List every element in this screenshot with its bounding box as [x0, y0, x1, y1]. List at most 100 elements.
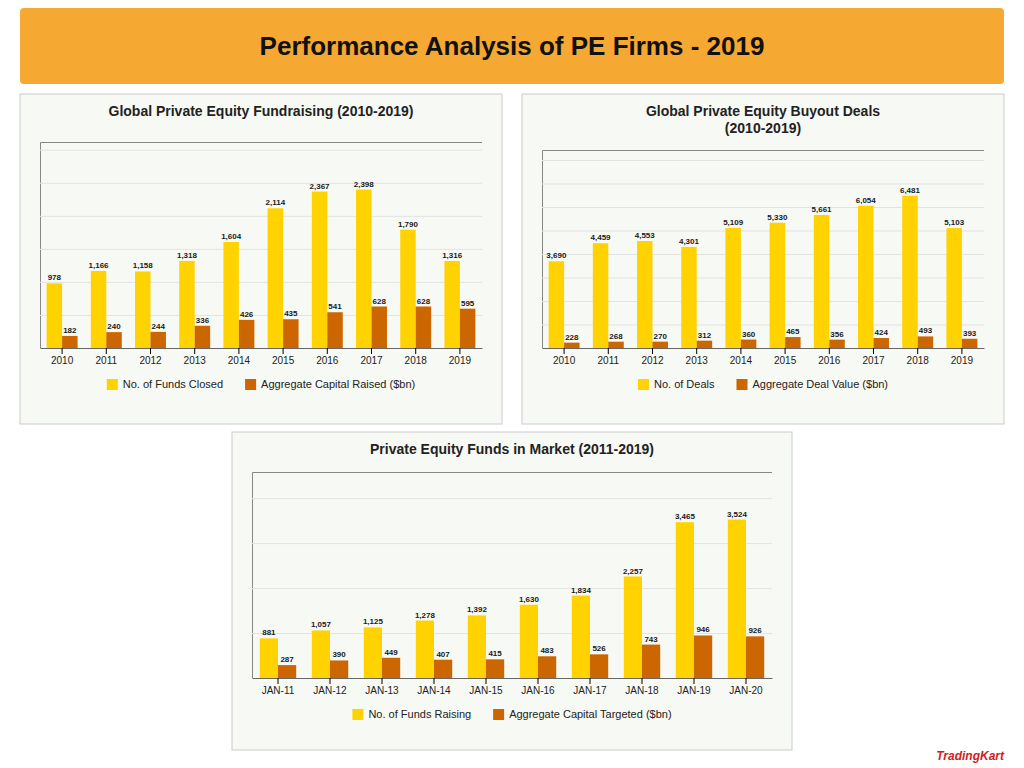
y-axis: [252, 473, 772, 679]
x-tick-mark: [740, 348, 741, 354]
x-tick-mark: [590, 678, 591, 684]
bar: [725, 228, 740, 348]
bar: [770, 223, 785, 348]
x-tick-label: JAN-16: [521, 685, 555, 696]
y-axis-line: [41, 143, 483, 349]
bar: [135, 271, 150, 348]
data-label: 1,834: [571, 586, 592, 595]
bar: [460, 309, 475, 348]
bar: [356, 190, 371, 348]
data-label: 3,524: [727, 510, 748, 519]
x-tick-label: 2014: [730, 355, 753, 366]
data-label: 1,125: [363, 617, 384, 626]
x-tick-label: 2017: [862, 355, 885, 366]
data-label: 1,604: [221, 232, 242, 241]
bar: [642, 645, 660, 678]
chart-page: Performance Analysis of PE Firms - 2019G…: [0, 0, 1024, 768]
data-label: 1,630: [519, 595, 540, 604]
x-tick-mark: [694, 678, 695, 684]
x-tick: JAN-12: [313, 678, 347, 696]
x-tick-label: 2010: [553, 355, 576, 366]
y-axis: [40, 143, 482, 349]
legend: No. of DealsAggregate Deal Value ($bn): [638, 378, 888, 390]
grid-line: [542, 160, 984, 161]
data-label: 628: [417, 297, 431, 306]
x-tick-label: 2016: [316, 355, 339, 366]
x-tick-mark: [785, 348, 786, 354]
chart-title-line: Global Private Equity Fundraising (2010-…: [109, 103, 414, 119]
x-tick-mark: [283, 348, 284, 354]
x-tick: 2013: [686, 348, 709, 366]
legend-label: No. of Funds Closed: [123, 378, 223, 390]
x-tick-mark: [917, 348, 918, 354]
bar: [416, 621, 434, 678]
data-label: 3,690: [546, 251, 567, 260]
chart-title: Global Private Equity Fundraising (2010-…: [109, 103, 414, 119]
x-tick: JAN-11: [262, 678, 295, 696]
bar: [62, 336, 77, 348]
bar: [151, 332, 166, 348]
bars: [260, 520, 764, 678]
bar: [520, 605, 538, 678]
data-label: 393: [963, 329, 977, 338]
x-tick-label: JAN-13: [365, 685, 399, 696]
bar: [746, 636, 764, 678]
x-tick: 2017: [862, 348, 885, 366]
data-label: 5,330: [767, 213, 788, 222]
x-tick: 2019: [951, 348, 974, 366]
legend-swatch: [352, 709, 363, 720]
chart: Global Private Equity Fundraising (2010-…: [20, 94, 502, 424]
x-tick: 2010: [553, 348, 576, 366]
data-label: 268: [609, 332, 623, 341]
x-tick-mark: [434, 678, 435, 684]
data-label: 4,459: [591, 233, 612, 242]
legend-item: No. of Funds Closed: [107, 378, 223, 390]
data-label: 5,103: [944, 218, 965, 227]
x-tick-mark: [642, 678, 643, 684]
x-tick-mark: [652, 348, 653, 354]
chart-panel: [232, 432, 792, 750]
x-tick: JAN-17: [573, 678, 607, 696]
x-tick-label: 2015: [774, 355, 797, 366]
bar: [47, 283, 62, 348]
x-tick-mark: [564, 348, 565, 354]
bar: [195, 326, 210, 348]
bar: [278, 665, 296, 678]
x-tick: JAN-15: [469, 678, 503, 696]
legend-item: No. of Deals: [638, 378, 715, 390]
data-label: 5,661: [812, 205, 833, 214]
x-tick: 2019: [449, 348, 472, 366]
legend-swatch: [107, 379, 118, 390]
x-tick-mark: [238, 348, 239, 354]
x-tick-mark: [486, 678, 487, 684]
y-tick: [40, 183, 482, 184]
bar: [382, 658, 400, 678]
x-tick-mark: [62, 348, 63, 354]
bar: [364, 627, 382, 678]
bar: [549, 261, 564, 348]
data-label: 6,481: [900, 186, 921, 195]
data-label: 4,553: [635, 231, 656, 240]
data-label: 6,054: [856, 196, 877, 205]
data-label: 2,114: [266, 198, 286, 207]
x-tick: JAN-18: [625, 678, 659, 696]
chart-title-line: Global Private Equity Buyout Deals: [646, 103, 880, 119]
legend-label: Aggregate Capital Raised ($bn): [261, 378, 415, 390]
bar: [741, 340, 756, 348]
data-label: 2,367: [310, 182, 331, 191]
bar: [590, 654, 608, 678]
chart-panel: [20, 94, 502, 424]
x-tick: JAN-20: [729, 678, 763, 696]
data-label: 628: [373, 297, 387, 306]
x-tick-mark: [106, 348, 107, 354]
x-tick: JAN-13: [365, 678, 399, 696]
x-tick: 2015: [774, 348, 797, 366]
bar: [312, 192, 327, 348]
x-axis: 2010201120122013201420152016201720182019: [543, 348, 985, 366]
x-tick-mark: [150, 348, 151, 354]
y-axis-line: [253, 473, 773, 679]
bar: [330, 660, 348, 678]
x-tick-label: 2010: [51, 355, 74, 366]
x-tick-mark: [538, 678, 539, 684]
grid-line: [40, 150, 482, 151]
